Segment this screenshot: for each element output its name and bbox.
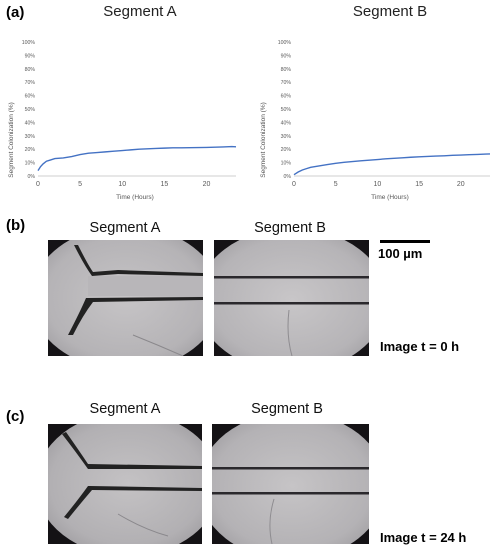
chart-a-ytick-label: 50% bbox=[25, 107, 36, 113]
scale-bar-label: 100 µm bbox=[378, 246, 423, 261]
chart-b-xlabel: Time (Hours) bbox=[371, 194, 409, 201]
chart-b-ytick-label: 90% bbox=[281, 53, 292, 59]
chart-b-ytick-label: 70% bbox=[281, 80, 292, 86]
chart-a-ytick-label: 100% bbox=[22, 40, 36, 46]
chart-a-xtick-label: 0 bbox=[36, 181, 40, 188]
chart-b-yticks: 0% 10% 20% 30% 40% 50% 60% 70% 80% 90% 100% bbox=[278, 40, 292, 180]
chart-a-ytick-label: 70% bbox=[25, 80, 36, 86]
panel-b-segment-b-label: Segment B bbox=[254, 220, 326, 236]
chart-a-xtick-label: 15 bbox=[160, 181, 168, 188]
chart-a-xlabel: Time (Hours) bbox=[116, 194, 154, 201]
micrograph-b-segment-a bbox=[48, 240, 203, 356]
chart-a-xtick-label: 5 bbox=[78, 181, 82, 188]
chart-a-xtick-label: 10 bbox=[118, 181, 126, 188]
chart-a-series-line bbox=[37, 145, 237, 172]
chart-b-series-line bbox=[293, 153, 491, 176]
chart-a-yticks: 0% 10% 20% 30% 40% 50% 60% 70% 80% 90% 100% bbox=[22, 40, 36, 180]
chart-b-ytick-label: 0% bbox=[284, 174, 292, 180]
panel-b-label: (b) bbox=[6, 217, 26, 234]
chart-b: 0% 10% 20% 30% 40% 50% 60% 70% 80% 90% 100% 0 5 10 15… bbox=[260, 40, 491, 201]
chart-a-ytick-label: 90% bbox=[25, 53, 36, 59]
chart-a-xticks: 0 5 10 15 20 bbox=[36, 181, 210, 188]
chart-b-ytick-label: 40% bbox=[281, 120, 292, 126]
panel-b-time-label: Image t = 0 h bbox=[380, 339, 460, 354]
chart-a-ylabel: Segment Colonization (%) bbox=[8, 102, 15, 178]
chart-b-ylabel: Segment Colonization (%) bbox=[260, 102, 267, 178]
panel-a-label: (a) bbox=[6, 4, 25, 21]
chart-b-ytick-label: 100% bbox=[278, 40, 292, 46]
chart-a-title: Segment A bbox=[103, 3, 177, 20]
micrograph-c-segment-a bbox=[48, 424, 202, 544]
micrograph-c-segment-b bbox=[212, 424, 369, 544]
chart-a-ytick-label: 0% bbox=[28, 174, 36, 180]
panel-c-segment-b-label: Segment B bbox=[251, 401, 323, 417]
chart-b-xtick-label: 0 bbox=[292, 181, 296, 188]
chart-b-xtick-label: 10 bbox=[374, 181, 382, 188]
chart-b-title: Segment B bbox=[352, 3, 428, 20]
chart-a-ytick-label: 30% bbox=[25, 134, 36, 140]
panel-c-segment-a-label: Segment A bbox=[89, 401, 161, 417]
chart-b-xtick-label: 20 bbox=[457, 181, 465, 188]
panel-c-label: (c) bbox=[6, 408, 25, 425]
chart-b-ytick-label: 20% bbox=[281, 147, 292, 153]
chart-b-ytick-label: 10% bbox=[281, 161, 292, 167]
chart-a-ytick-label: 10% bbox=[25, 161, 36, 167]
chart-b-xtick-label: 5 bbox=[334, 181, 338, 188]
chart-a-ytick-label: 60% bbox=[25, 94, 36, 100]
chart-b-ytick-label: 80% bbox=[281, 67, 292, 73]
chart-a-ytick-label: 80% bbox=[25, 67, 36, 73]
chart-b-xticks: 0 5 10 15 20 bbox=[292, 181, 465, 188]
chart-b-ytick-label: 30% bbox=[281, 134, 292, 140]
scale-bar bbox=[380, 240, 430, 243]
chart-a-ytick-label: 40% bbox=[25, 120, 36, 126]
chart-a-ytick-label: 20% bbox=[25, 147, 36, 153]
chart-b-ytick-label: 60% bbox=[281, 94, 292, 100]
chart-b-xtick-label: 15 bbox=[415, 181, 423, 188]
chart-a-xtick-label: 20 bbox=[203, 181, 211, 188]
chart-a: 0% 10% 20% 30% 40% 50% 60% 70% 80% 90% 100% 0 5 10 15… bbox=[8, 40, 237, 201]
panel-c-time-label: Image t = 24 h bbox=[380, 530, 467, 545]
micrograph-b-segment-b bbox=[214, 240, 369, 356]
chart-b-ytick-label: 50% bbox=[281, 107, 292, 113]
panel-b-segment-a-label: Segment A bbox=[89, 220, 161, 236]
